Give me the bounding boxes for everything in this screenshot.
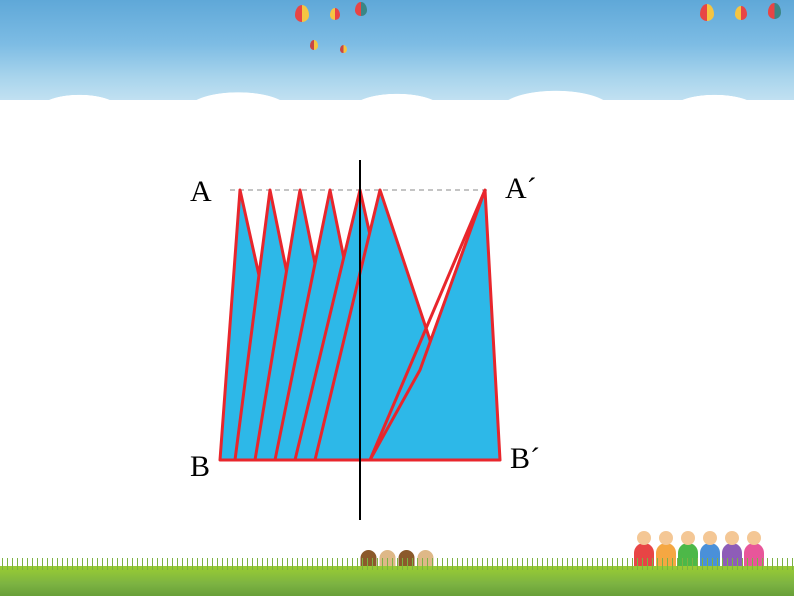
balloon-icon xyxy=(355,2,367,16)
balloon-icon xyxy=(768,3,781,19)
balloon-icon xyxy=(330,8,340,20)
balloon-icon xyxy=(310,40,318,50)
label-B: B xyxy=(190,450,210,484)
balloon-icon xyxy=(700,4,714,21)
geometry-diagram: A A´ B B´ xyxy=(180,160,600,520)
sky-banner xyxy=(0,0,794,110)
label-A-prime: A´ xyxy=(505,172,537,206)
balloon-icon xyxy=(735,6,747,20)
label-A: A xyxy=(190,175,212,209)
balloon-icon xyxy=(340,45,347,53)
balloon-icon xyxy=(295,5,309,22)
label-B-prime: B´ xyxy=(510,442,540,476)
grass-footer xyxy=(0,566,794,596)
